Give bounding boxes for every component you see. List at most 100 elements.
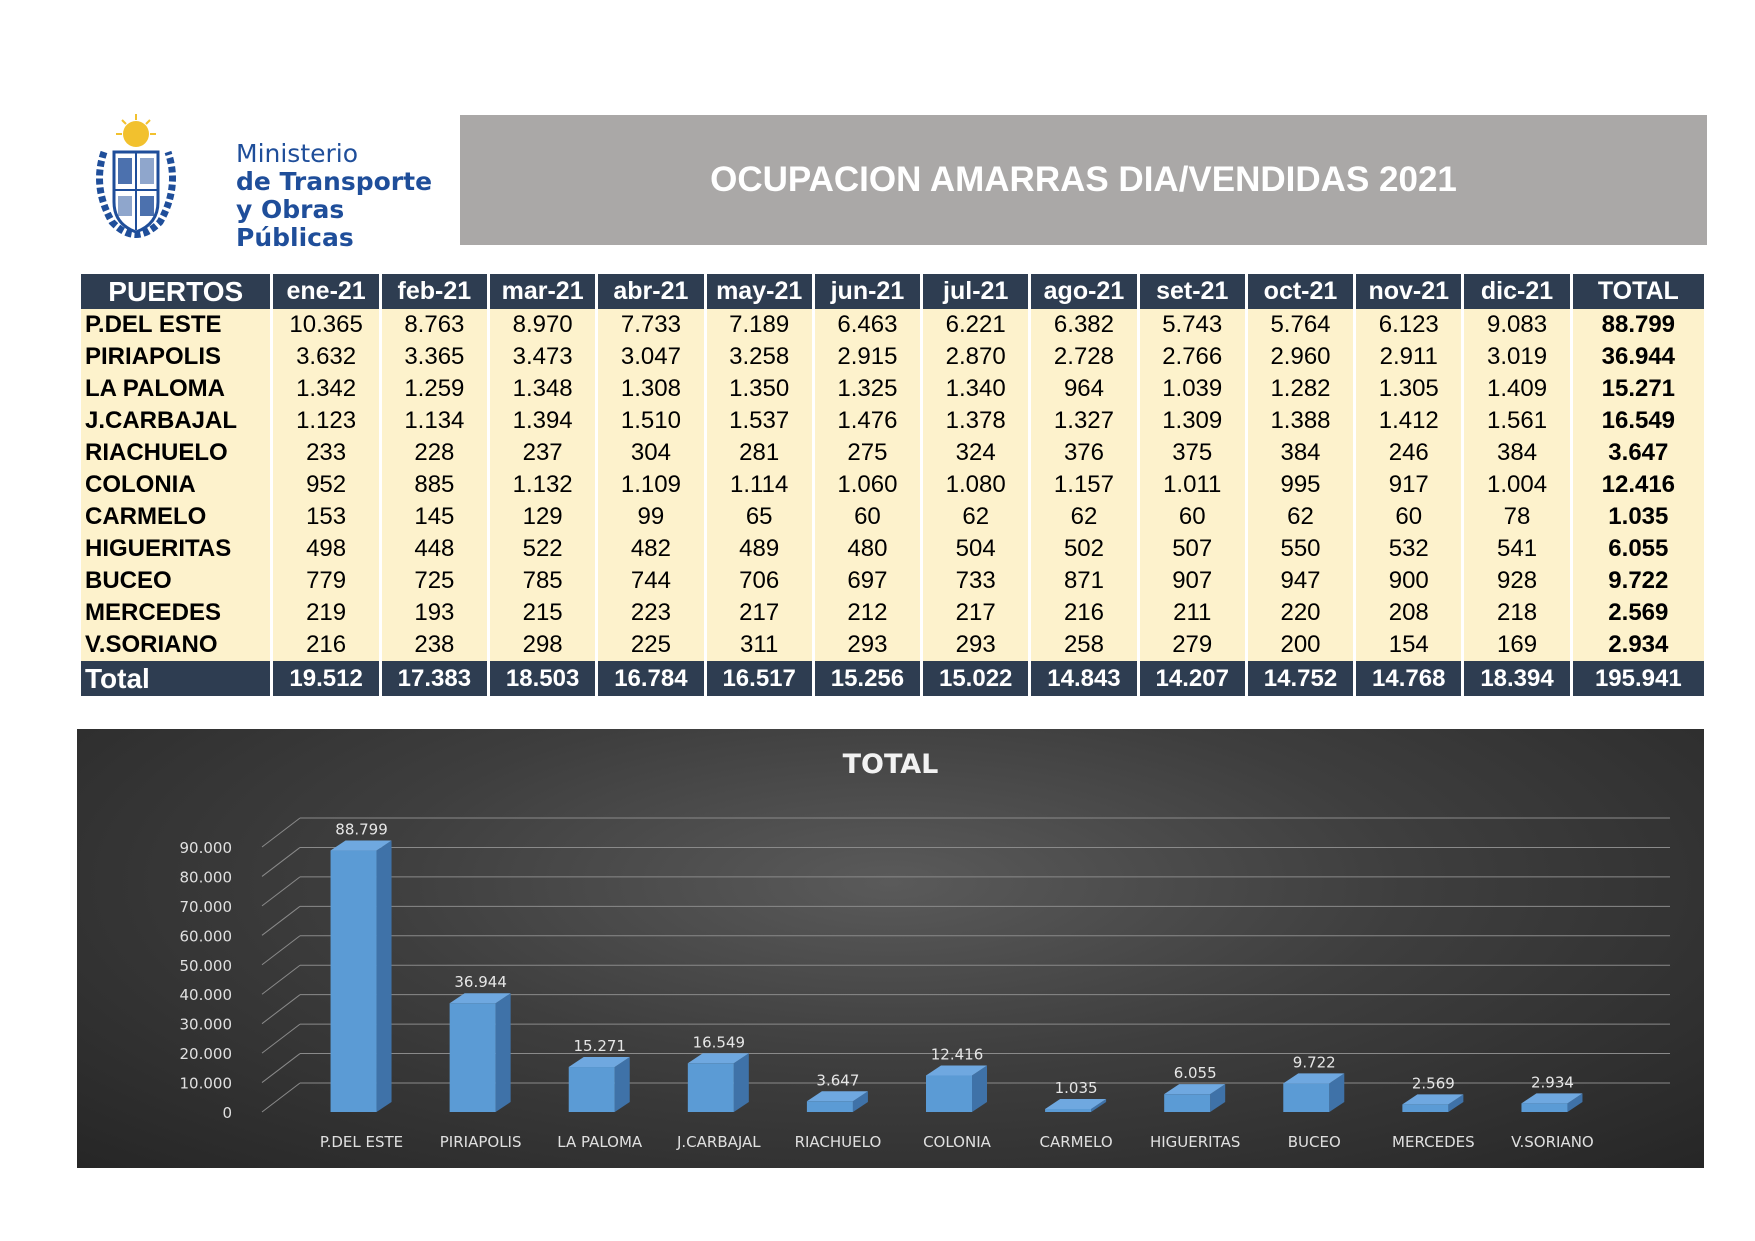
month-value-cell: 1.394 bbox=[490, 405, 596, 437]
month-total-cell: 14.207 bbox=[1139, 661, 1245, 696]
gridline-diagonal bbox=[261, 817, 301, 848]
month-value-cell: 1.157 bbox=[1031, 469, 1137, 501]
month-value-cell: 212 bbox=[814, 597, 921, 629]
month-value-cell: 522 bbox=[490, 533, 596, 565]
gridline-diagonal bbox=[261, 876, 301, 907]
month-value-cell: 1.476 bbox=[814, 405, 921, 437]
month-value-cell: 3.365 bbox=[381, 341, 487, 373]
month-value-cell: 237 bbox=[490, 437, 596, 469]
header-ene-21: ene-21 bbox=[273, 274, 379, 309]
month-total-cell: 14.843 bbox=[1031, 661, 1137, 696]
month-value-cell: 1.080 bbox=[923, 469, 1029, 501]
month-value-cell: 1.004 bbox=[1464, 469, 1570, 501]
bar bbox=[687, 1063, 734, 1112]
port-name-cell: CARMELO bbox=[81, 501, 271, 533]
month-value-cell: 99 bbox=[598, 501, 704, 533]
month-value-cell: 216 bbox=[1031, 597, 1137, 629]
port-name-cell: BUCEO bbox=[81, 565, 271, 597]
ministry-name-line1: Ministerio bbox=[236, 139, 359, 168]
port-name-cell: PIRIAPOLIS bbox=[81, 341, 271, 373]
month-value-cell: 311 bbox=[706, 629, 812, 661]
bar-value-label: 36.944 bbox=[454, 973, 507, 991]
month-value-cell: 3.019 bbox=[1464, 341, 1570, 373]
table-row: P.DEL ESTE 10.365 8.763 8.970 7.733 7.189 6.46… bbox=[81, 309, 1704, 341]
total-bar-chart: TOTAL 0 10.000 20.000 30.000 40.000 50.000 60.0… bbox=[180, 749, 1670, 1151]
header-abr-21: abr-21 bbox=[598, 274, 704, 309]
month-value-cell: 279 bbox=[1139, 629, 1245, 661]
month-value-cell: 8.970 bbox=[490, 309, 596, 341]
table-row: J.CARBAJAL 1.123 1.134 1.394 1.510 1.537 1.476… bbox=[81, 405, 1704, 437]
bar-top bbox=[687, 1053, 749, 1064]
month-value-cell: 1.011 bbox=[1139, 469, 1245, 501]
month-value-cell: 2.766 bbox=[1139, 341, 1245, 373]
table-row: V.SORIANO 216 238 298 225 311 293 293 258 279 200 1… bbox=[81, 629, 1704, 661]
month-value-cell: 275 bbox=[814, 437, 921, 469]
month-value-cell: 218 bbox=[1464, 597, 1570, 629]
month-total-cell: 14.752 bbox=[1247, 661, 1354, 696]
header-feb-21: feb-21 bbox=[381, 274, 487, 309]
bar-top bbox=[926, 1065, 987, 1076]
month-value-cell: 1.060 bbox=[814, 469, 921, 501]
x-category-label: V.SORIANO bbox=[1511, 1133, 1594, 1151]
y-tick-label: 90.000 bbox=[180, 839, 233, 857]
month-value-cell: 281 bbox=[706, 437, 812, 469]
header-dic-21: dic-21 bbox=[1464, 274, 1570, 309]
month-value-cell: 1.350 bbox=[706, 373, 812, 405]
table-row: HIGUERITAS 498 448 522 482 489 480 504 502 507 550… bbox=[81, 533, 1704, 565]
header-ago-21: ago-21 bbox=[1031, 274, 1137, 309]
bar-value-label: 88.799 bbox=[335, 821, 388, 839]
x-category-label: P.DEL ESTE bbox=[320, 1133, 403, 1151]
port-total-cell: 2.934 bbox=[1572, 629, 1704, 661]
port-total-cell: 3.647 bbox=[1572, 437, 1704, 469]
month-value-cell: 217 bbox=[923, 597, 1029, 629]
month-value-cell: 489 bbox=[706, 533, 812, 565]
bar bbox=[1045, 1108, 1092, 1112]
month-total-cell: 18.394 bbox=[1464, 661, 1570, 696]
bar-side bbox=[852, 1091, 868, 1112]
month-value-cell: 917 bbox=[1356, 469, 1462, 501]
month-value-cell: 216 bbox=[273, 629, 379, 661]
bar-value-label: 3.647 bbox=[816, 1071, 859, 1089]
bar-top bbox=[449, 993, 511, 1004]
month-value-cell: 62 bbox=[923, 501, 1029, 533]
header-total: TOTAL bbox=[1572, 274, 1704, 309]
ministry-name-line2: de Transporte bbox=[236, 167, 433, 196]
month-value-cell: 1.340 bbox=[923, 373, 1029, 405]
month-value-cell: 228 bbox=[381, 437, 487, 469]
month-value-cell: 1.537 bbox=[706, 405, 812, 437]
month-value-cell: 1.388 bbox=[1247, 405, 1354, 437]
bar-side bbox=[1567, 1093, 1583, 1112]
bar-top bbox=[1283, 1073, 1345, 1084]
month-value-cell: 225 bbox=[598, 629, 704, 661]
month-value-cell: 258 bbox=[1031, 629, 1137, 661]
month-value-cell: 532 bbox=[1356, 533, 1462, 565]
port-name-cell: RIACHUELO bbox=[81, 437, 271, 469]
bar-value-label: 9.722 bbox=[1293, 1053, 1336, 1071]
month-value-cell: 60 bbox=[1139, 501, 1245, 533]
bar bbox=[568, 1067, 615, 1112]
bar bbox=[330, 850, 377, 1112]
table-row: COLONIA 952 885 1.132 1.109 1.114 1.060 1.080 1.… bbox=[81, 469, 1704, 501]
month-value-cell: 60 bbox=[1356, 501, 1462, 533]
month-value-cell: 928 bbox=[1464, 565, 1570, 597]
title-banner: OCUPACION AMARRAS DIA/VENDIDAS 2021 bbox=[460, 115, 1707, 245]
month-value-cell: 62 bbox=[1031, 501, 1137, 533]
month-value-cell: 217 bbox=[706, 597, 812, 629]
month-value-cell: 293 bbox=[814, 629, 921, 661]
month-value-cell: 480 bbox=[814, 533, 921, 565]
header-may-21: may-21 bbox=[706, 274, 812, 309]
month-value-cell: 1.114 bbox=[706, 469, 812, 501]
bar-side bbox=[614, 1057, 630, 1112]
month-total-cell: 14.768 bbox=[1356, 661, 1462, 696]
month-value-cell: 1.109 bbox=[598, 469, 704, 501]
month-value-cell: 3.473 bbox=[490, 341, 596, 373]
table-row: CARMELO 153 145 129 99 65 60 62 62 60 62 60 78 1.035 bbox=[81, 501, 1704, 533]
month-value-cell: 60 bbox=[814, 501, 921, 533]
bar-value-label: 16.549 bbox=[693, 1033, 746, 1051]
bar-side bbox=[376, 840, 392, 1112]
month-value-cell: 785 bbox=[490, 565, 596, 597]
table-total-row: Total 19.512 17.383 18.503 16.784 16.517 15.25… bbox=[81, 661, 1704, 696]
month-value-cell: 233 bbox=[273, 437, 379, 469]
port-name-cell: MERCEDES bbox=[81, 597, 271, 629]
month-value-cell: 62 bbox=[1247, 501, 1354, 533]
